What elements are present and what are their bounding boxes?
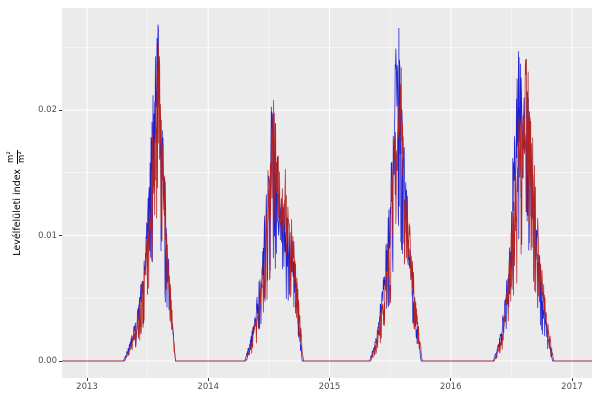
x-tick-label-2015: 2015 [318, 382, 341, 392]
y-axis-unit-denominator: m² [16, 151, 27, 163]
y-tick-mark-0.01 [59, 235, 62, 236]
series-darkred-line [62, 44, 592, 362]
y-tick-mark-0.02 [59, 109, 62, 111]
x-tick-label-2013: 2013 [76, 382, 98, 392]
plot-canvas [62, 8, 592, 378]
y-axis-title: Levélfelületi index m² m² [2, 125, 32, 281]
x-tick-mark-2015 [329, 378, 330, 381]
x-tick-mark-2016 [450, 378, 452, 381]
y-axis-unit-numerator: m² [5, 150, 18, 164]
x-tick-label-2014: 2014 [197, 382, 220, 392]
x-tick-label-2017: 2017 [561, 382, 583, 392]
y-tick-label-0.01: 0.01 [38, 230, 57, 241]
x-tick-mark-2013 [86, 378, 88, 381]
y-axis-title-text: Levélfelületi index [11, 168, 23, 256]
x-tick-mark-2014 [207, 378, 209, 381]
y-tick-mark-0.00 [59, 360, 62, 362]
x-tick-label-2016: 2016 [439, 382, 462, 392]
plot-panel [62, 8, 592, 378]
x-tick-mark-2017 [571, 378, 573, 381]
y-axis-unit-fraction: m² m² [5, 150, 28, 164]
y-tick-label-0.02: 0.02 [38, 105, 57, 115]
y-tick-label-0.00: 0.00 [38, 356, 57, 366]
